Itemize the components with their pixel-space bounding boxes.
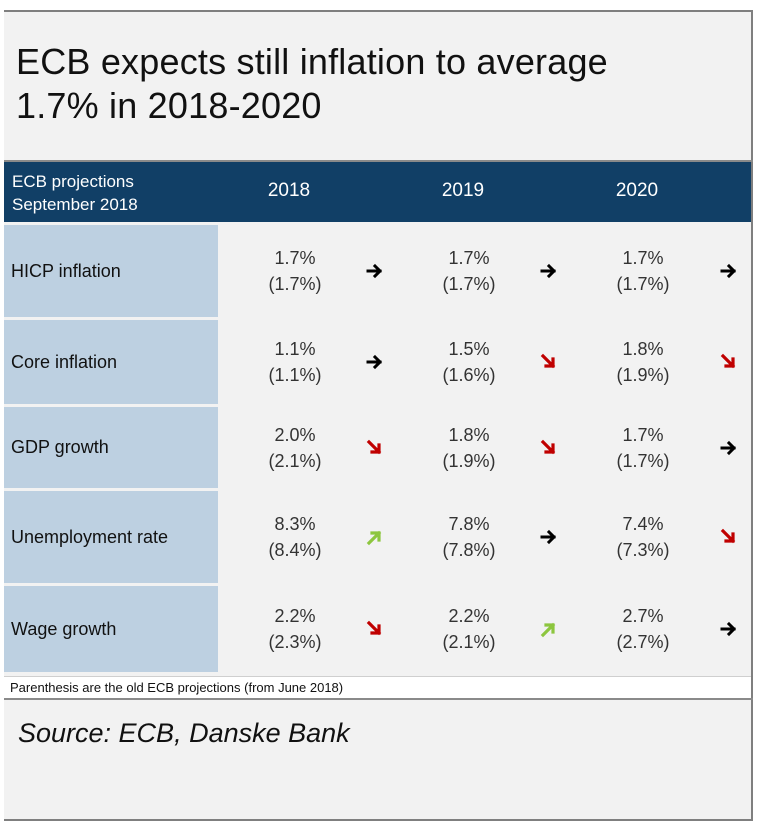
footnote: Parenthesis are the old ECB projections … (4, 676, 751, 698)
title-line-2: 1.7% in 2018-2020 (16, 85, 322, 126)
row-values: 8.3% (8.4%) 7.8% (7.8%) 7.4% (7.3%) (218, 491, 751, 583)
old-projection-value: (1.9%) (442, 450, 496, 471)
row-values: 1.7% (1.7%) 1.7% (1.7%) 1.7% (1.7%) (218, 225, 751, 317)
row-label: Unemployment rate (4, 491, 218, 583)
row-values: 2.2% (2.3%) 2.2% (2.1%) 2.7% (2.7%) (218, 586, 751, 672)
arrow-right-icon (720, 262, 738, 280)
arrow-down-right-icon (720, 353, 738, 371)
row-values: 1.1% (1.1%) 1.5% (1.6%) 1.8% (1.9%) (218, 320, 751, 404)
old-projection-value: (1.1%) (268, 365, 322, 385)
new-projection-value: 8.3% (274, 514, 316, 534)
old-projection-value: (1.7%) (442, 274, 496, 294)
arrow-right-icon (540, 262, 558, 280)
new-projection-value: 1.8% (448, 424, 490, 445)
old-projection-value: (1.9%) (616, 365, 670, 385)
row-label: Core inflation (4, 320, 218, 404)
old-projection-value: (1.7%) (616, 274, 670, 294)
table-row: GDP growth 2.0% (2.1%) 1.8% (1.9%) 1.7% (1.7%) (4, 407, 751, 488)
arrow-down-right-icon (540, 439, 558, 457)
header-year-2018: 2018 (267, 180, 311, 201)
old-projection-value: (1.7%) (616, 450, 670, 471)
bottom-rule (4, 698, 753, 700)
old-projection-value: (8.4%) (268, 540, 322, 560)
projection-cell: 1.7% (1.7%) (414, 245, 524, 297)
header-label: ECB projections September 2018 (12, 170, 138, 216)
projection-cell: 2.7% (2.7%) (588, 603, 698, 655)
table-row: Wage growth 2.2% (2.3%) 2.2% (2.1%) 2.7% (2.7%… (4, 586, 751, 672)
row-label: Wage growth (4, 586, 218, 672)
projection-cell: 1.5% (1.6%) (414, 336, 524, 388)
title-line-1: ECB expects still inflation to average (16, 41, 608, 82)
new-projection-value: 1.7% (622, 248, 664, 268)
old-projection-value: (1.6%) (442, 365, 496, 385)
arrow-right-icon (366, 353, 384, 371)
new-projection-value: 1.7% (274, 248, 316, 268)
new-projection-value: 2.0% (274, 424, 316, 445)
header-year-2020: 2020 (615, 180, 659, 201)
row-values: 2.0% (2.1%) 1.8% (1.9%) 1.7% (1.7%) (218, 407, 751, 488)
projection-cell: 2.2% (2.1%) (414, 603, 524, 655)
new-projection-value: 1.1% (274, 339, 316, 359)
projection-cell: 8.3% (8.4%) (240, 511, 350, 563)
new-projection-value: 1.8% (622, 339, 664, 359)
arrow-down-right-icon (540, 353, 558, 371)
table-row: HICP inflation 1.7% (1.7%) 1.7% (1.7%) 1.7% (1… (4, 225, 751, 317)
projection-cell: 1.8% (1.9%) (414, 422, 524, 474)
arrow-right-icon (366, 262, 384, 280)
arrow-right-icon (720, 620, 738, 638)
projection-cell: 1.7% (1.7%) (240, 245, 350, 297)
projection-cell: 1.7% (1.7%) (588, 422, 698, 474)
header-label-line-2: September 2018 (12, 195, 138, 214)
projection-cell: 2.2% (2.3%) (240, 603, 350, 655)
projection-cell: 2.0% (2.1%) (240, 422, 350, 474)
new-projection-value: 2.7% (622, 606, 664, 626)
projection-cell: 7.8% (7.8%) (414, 511, 524, 563)
table-row: Core inflation 1.1% (1.1%) 1.5% (1.6%) 1.8% (1… (4, 320, 751, 404)
arrow-up-right-icon (366, 528, 384, 546)
arrow-right-icon (720, 439, 738, 457)
old-projection-value: (2.3%) (268, 632, 322, 652)
header-label-line-1: ECB projections (12, 172, 134, 191)
table-row: Unemployment rate 8.3% (8.4%) 7.8% (7.8%) 7.4… (4, 491, 751, 583)
arrow-down-right-icon (720, 528, 738, 546)
figure-title: ECB expects still inflation to average 1… (16, 40, 736, 128)
projection-cell: 7.4% (7.3%) (588, 511, 698, 563)
old-projection-value: (2.1%) (442, 632, 496, 652)
new-projection-value: 2.2% (448, 606, 490, 626)
header-year-2019: 2019 (441, 180, 485, 201)
old-projection-value: (1.7%) (268, 274, 322, 294)
arrow-down-right-icon (366, 439, 384, 457)
new-projection-value: 1.7% (622, 424, 664, 445)
old-projection-value: (7.3%) (616, 540, 670, 560)
new-projection-value: 7.8% (448, 514, 490, 534)
old-projection-value: (2.1%) (268, 450, 322, 471)
new-projection-value: 7.4% (622, 514, 664, 534)
arrow-up-right-icon (540, 620, 558, 638)
top-rule (4, 160, 753, 162)
arrow-down-right-icon (366, 620, 384, 638)
table-header: ECB projections September 2018 2018 2019… (4, 162, 751, 222)
projection-cell: 1.1% (1.1%) (240, 336, 350, 388)
row-label: GDP growth (4, 407, 218, 488)
new-projection-value: 2.2% (274, 606, 316, 626)
new-projection-value: 1.7% (448, 248, 490, 268)
row-label: HICP inflation (4, 225, 218, 317)
projection-cell: 1.8% (1.9%) (588, 336, 698, 388)
old-projection-value: (2.7%) (616, 632, 670, 652)
old-projection-value: (7.8%) (442, 540, 496, 560)
projection-cell: 1.7% (1.7%) (588, 245, 698, 297)
source-text: Source: ECB, Danske Bank (18, 718, 350, 748)
arrow-right-icon (540, 528, 558, 546)
new-projection-value: 1.5% (448, 339, 490, 359)
